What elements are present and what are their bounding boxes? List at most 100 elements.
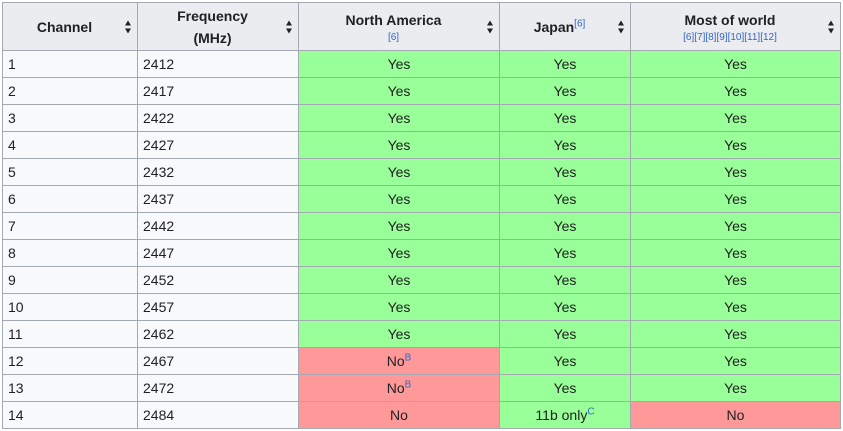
cell-north-america: No [298,401,500,429]
sort-icon[interactable] [618,20,625,33]
cell-north-america: Yes [298,239,500,267]
cell-north-america-value: Yes [387,191,411,207]
cell-channel-value: 8 [8,245,16,261]
header-channel[interactable]: Channel [2,2,138,51]
cell-most-of-world-value: Yes [724,56,747,72]
footnote-link[interactable]: B [404,379,412,391]
cell-north-america: Yes [298,320,500,348]
cell-frequency: 2457 [137,293,299,321]
cell-japan: Yes [499,185,631,213]
cell-channel-value: 2 [8,83,16,99]
sort-icon[interactable] [487,20,494,33]
cell-japan: Yes [499,158,631,186]
cell-north-america-value: Yes [387,110,411,126]
footnote-link[interactable]: C [587,406,595,418]
cell-north-america-value: Yes [387,137,411,153]
cell-frequency-value: 2417 [143,83,175,99]
cell-most-of-world: Yes [630,374,841,402]
cell-most-of-world-value: Yes [724,218,747,234]
reference-link[interactable]: [6][7][8][9][10][11][12] [683,31,777,43]
header-most-of-world[interactable]: Most of world [6][7][8][9][10][11][12] [630,2,841,51]
cell-most-of-world-value: Yes [724,245,747,261]
cell-frequency-value: 2422 [143,110,175,126]
cell-japan-value: Yes [553,110,577,126]
table-row: 12 2467 NoB Yes Yes [2,347,841,375]
cell-channel-value: 1 [8,56,16,72]
cell-channel: 1 [2,50,138,78]
table-row: 13 2472 NoB Yes Yes [2,374,841,402]
cell-japan-value: Yes [553,56,577,72]
table-body: 1 2412 Yes Yes Yes 2 2417 Yes Yes Yes 3 2422 Yes Yes Y… [2,50,841,429]
table-row: 11 2462 Yes Yes Yes [2,320,841,348]
cell-japan: Yes [499,212,631,240]
cell-north-america-value: No [386,380,405,396]
table-row: 9 2452 Yes Yes Yes [2,266,841,294]
cell-frequency-value: 2442 [143,218,175,234]
cell-most-of-world-value: Yes [724,83,747,99]
cell-japan: Yes [499,293,631,321]
cell-most-of-world-value: Yes [724,164,747,180]
sort-icon[interactable] [828,20,835,33]
cell-channel-value: 9 [8,272,16,288]
cell-japan: Yes [499,347,631,375]
cell-japan: Yes [499,374,631,402]
cell-frequency-value: 2467 [143,353,175,369]
cell-frequency-value: 2427 [143,137,175,153]
cell-north-america: Yes [298,131,500,159]
cell-japan-value: Yes [553,326,577,342]
cell-most-of-world-value: Yes [724,110,747,126]
table-row: 14 2484 No 11b onlyC No [2,401,841,429]
cell-most-of-world-value: No [726,407,745,423]
table-row: 6 2437 Yes Yes Yes [2,185,841,213]
header-frequency-unit: (MHz) [193,29,232,46]
cell-japan: Yes [499,266,631,294]
cell-japan-value: 11b only [535,407,588,423]
cell-japan-value: Yes [553,299,577,315]
table-row: 1 2412 Yes Yes Yes [2,50,841,78]
reference-link[interactable]: [6] [387,31,400,43]
cell-most-of-world: Yes [630,158,841,186]
cell-japan-value: Yes [553,380,577,396]
cell-most-of-world-value: Yes [724,272,747,288]
cell-channel: 11 [2,320,138,348]
cell-japan: Yes [499,104,631,132]
cell-channel-value: 12 [8,353,24,369]
cell-most-of-world: Yes [630,104,841,132]
cell-japan: Yes [499,77,631,105]
cell-most-of-world: Yes [630,185,841,213]
header-north-america[interactable]: North America [6] [298,2,500,51]
cell-most-of-world-value: Yes [724,191,747,207]
cell-japan-value: Yes [553,137,577,153]
cell-north-america: Yes [298,266,500,294]
cell-channel: 7 [2,212,138,240]
header-japan[interactable]: Japan[6] [499,2,631,51]
cell-north-america: Yes [298,185,500,213]
cell-north-america-value: Yes [387,245,411,261]
footnote-link[interactable]: B [404,352,412,364]
table-row: 4 2427 Yes Yes Yes [2,131,841,159]
cell-frequency-value: 2462 [143,326,175,342]
cell-japan-value: Yes [553,245,577,261]
cell-north-america-value: Yes [387,56,411,72]
reference-link[interactable]: [6] [574,17,586,29]
header-channel-label: Channel [36,18,93,35]
cell-japan-value: Yes [553,353,577,369]
cell-frequency: 2462 [137,320,299,348]
cell-japan: Yes [499,239,631,267]
cell-north-america: Yes [298,212,500,240]
cell-frequency: 2472 [137,374,299,402]
cell-frequency-value: 2457 [143,299,175,315]
cell-frequency: 2412 [137,50,299,78]
header-frequency[interactable]: Frequency (MHz) [137,2,299,51]
cell-north-america: Yes [298,158,500,186]
cell-north-america-value: Yes [387,272,411,288]
cell-frequency-value: 2452 [143,272,175,288]
sort-icon[interactable] [286,20,293,33]
cell-channel: 3 [2,104,138,132]
sort-icon[interactable] [125,20,132,33]
cell-frequency: 2427 [137,131,299,159]
cell-most-of-world: Yes [630,239,841,267]
cell-japan-value: Yes [553,83,577,99]
header-row: Channel Frequency (MHz) North America [6… [2,2,841,51]
